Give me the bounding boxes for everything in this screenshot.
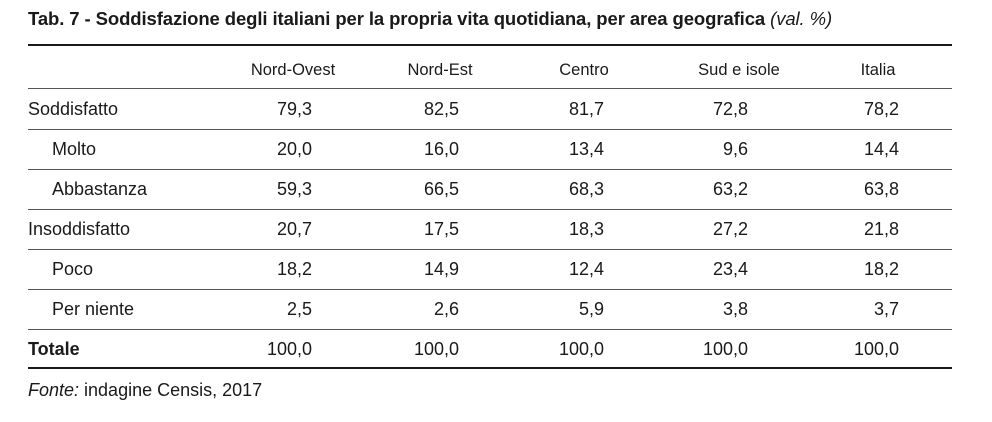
- column-header-centro: Centro: [559, 61, 609, 79]
- row-divider: [28, 169, 952, 170]
- row-divider: [28, 289, 952, 290]
- row-divider: [28, 329, 952, 330]
- cell-value: 16,0: [423, 139, 459, 159]
- cell-value: 20,7: [276, 219, 312, 239]
- cell-value: 100,0: [413, 339, 459, 359]
- row-label: Per niente: [52, 299, 135, 319]
- cell-value: 14,9: [423, 259, 459, 279]
- table-title-text: Tab. 7 - Soddisfazione degli italiani pe…: [28, 8, 766, 29]
- cell-value: 13,4: [568, 139, 604, 159]
- row-label: Abbastanza: [52, 179, 148, 199]
- row-divider: [28, 129, 952, 130]
- cell-value: 100,0: [558, 339, 604, 359]
- cell-value: 79,3: [276, 99, 312, 119]
- cell-value: 100,0: [853, 339, 899, 359]
- bottom-rule: [28, 367, 952, 369]
- cell-value: 82,5: [423, 99, 459, 119]
- cell-value: 78,2: [863, 99, 899, 119]
- cell-value: 63,8: [863, 179, 899, 199]
- cell-value: 18,2: [276, 259, 312, 279]
- cell-value: 68,3: [568, 179, 604, 199]
- row-divider: [28, 209, 952, 210]
- column-header-nord-est: Nord-Est: [407, 61, 473, 79]
- cell-value: 21,8: [863, 219, 899, 239]
- column-header-nord-ovest: Nord-Ovest: [250, 61, 336, 79]
- source-text: indagine Censis, 2017: [79, 380, 263, 400]
- row-label: Insoddisfatto: [28, 219, 131, 239]
- column-header-italia: Italia: [860, 61, 896, 79]
- cell-value: 17,5: [423, 219, 459, 239]
- cell-value: 3,8: [722, 299, 748, 319]
- cell-value: 18,3: [568, 219, 604, 239]
- cell-value: 100,0: [702, 339, 748, 359]
- cell-value: 27,2: [712, 219, 748, 239]
- cell-value: 2,5: [286, 299, 312, 319]
- cell-value: 66,5: [423, 179, 459, 199]
- cell-value: 23,4: [712, 259, 748, 279]
- table-subtitle: (val. %): [770, 8, 833, 29]
- cell-value: 59,3: [276, 179, 312, 199]
- cell-value: 14,4: [863, 139, 899, 159]
- cell-value: 72,8: [712, 99, 748, 119]
- row-divider: [28, 249, 952, 250]
- table-row-insoddisfatto: Insoddisfatto 20,7 17,5 18,3 27,2 21,8: [28, 209, 952, 249]
- cell-value: 18,2: [863, 259, 899, 279]
- cell-value: 63,2: [712, 179, 748, 199]
- header-rule: [28, 88, 952, 89]
- table-row-poco: Poco 18,2 14,9 12,4 23,4 18,2: [28, 249, 952, 289]
- row-label: Soddisfatto: [28, 99, 119, 119]
- source-label: Fonte:: [28, 380, 80, 400]
- header-row: Nord-Ovest Nord-Est Centro Sud e isole I…: [28, 50, 952, 90]
- cell-value: 100,0: [266, 339, 312, 359]
- table-row-soddisfatto: Soddisfatto 79,3 82,5 81,7 72,8 78,2: [28, 89, 952, 129]
- table-row-totale: Totale 100,0 100,0 100,0 100,0 100,0: [28, 329, 952, 369]
- cell-value: 5,9: [578, 299, 604, 319]
- cell-value: 3,7: [873, 299, 899, 319]
- table-row-abbastanza: Abbastanza 59,3 66,5 68,3 63,2 63,8: [28, 169, 952, 209]
- column-header-sud-e-isole: Sud e isole: [698, 61, 780, 79]
- table-title: Tab. 7 - Soddisfazione degli italiani pe…: [28, 8, 832, 30]
- top-rule: [28, 44, 952, 46]
- cell-value: 20,0: [276, 139, 312, 159]
- cell-value: 9,6: [722, 139, 748, 159]
- table-row-molto: Molto 20,0 16,0 13,4 9,6 14,4: [28, 129, 952, 169]
- cell-value: 81,7: [568, 99, 604, 119]
- cell-value: 12,4: [568, 259, 604, 279]
- table-row-per-niente: Per niente 2,5 2,6 5,9 3,8 3,7: [28, 289, 952, 329]
- cell-value: 2,6: [433, 299, 459, 319]
- row-label: Poco: [52, 259, 94, 279]
- row-label: Totale: [28, 339, 80, 359]
- table-source: Fonte: indagine Censis, 2017: [28, 380, 262, 401]
- row-label: Molto: [52, 139, 97, 159]
